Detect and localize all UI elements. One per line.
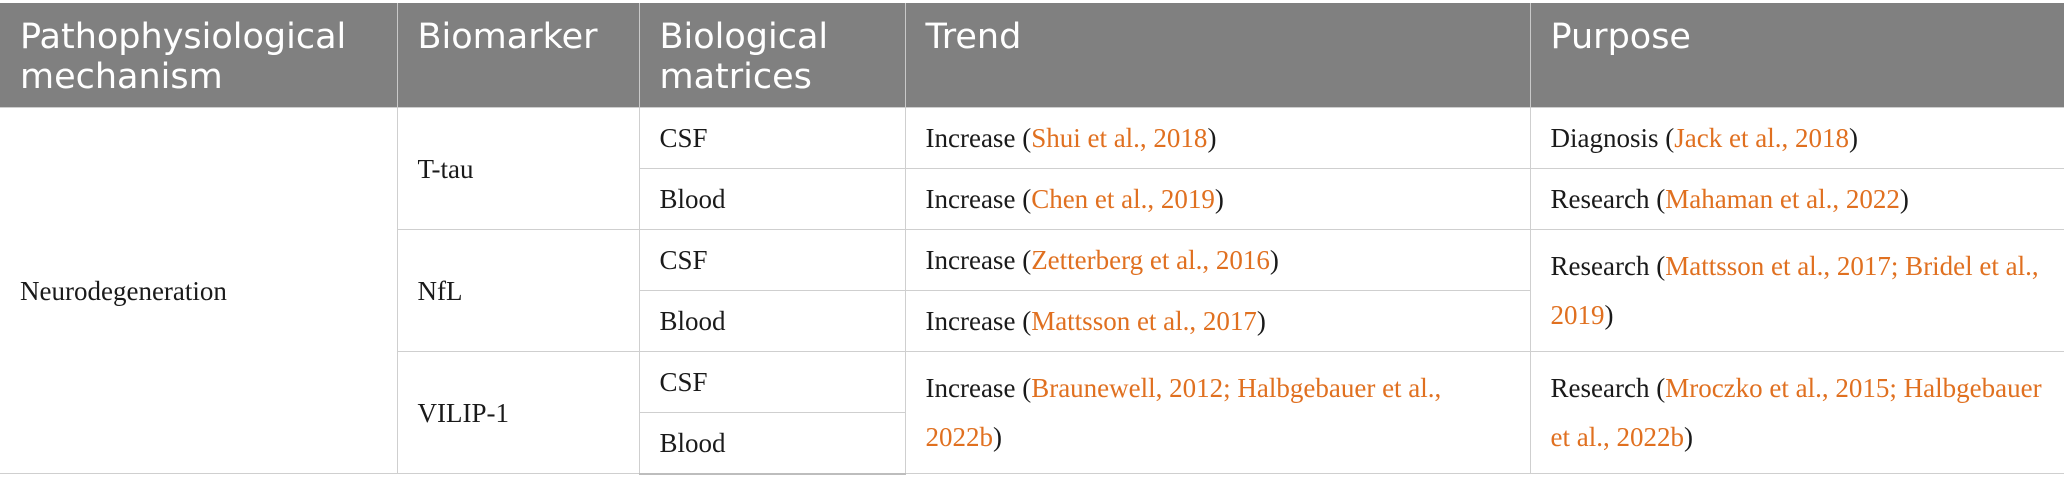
purpose-cell: Research (Mahaman et al., 2022) [1529, 168, 2064, 230]
trend-text: Increase [925, 245, 1016, 275]
reference-link[interactable]: Zetterberg et al., 2016 [1031, 245, 1270, 275]
reference-link[interactable]: Jack et al., 2018 [1674, 123, 1849, 153]
table-header: Pathophysiological mechanism Biomarker B… [0, 3, 2064, 108]
matrix-cell: Blood [639, 290, 906, 352]
trend-text: Increase [925, 184, 1016, 214]
purpose-cell: Diagnosis (Jack et al., 2018) [1529, 107, 2064, 169]
header-mechanism: Pathophysiological mechanism [0, 3, 397, 108]
table-row: NfL CSF Increase (Zetterberg et al., 201… [0, 229, 2064, 352]
table-row: Neurodegeneration T-tau CSF Increase (Sh… [0, 107, 2064, 474]
biomarker-cell: T-tau [396, 107, 640, 230]
biomarker-table: Pathophysiological mechanism Biomarker B… [0, 3, 2064, 475]
reference-link[interactable]: Mahaman et al., 2022 [1665, 184, 1900, 214]
purpose-cell: Research (Mattsson et al., 2017; Bridel … [1529, 229, 2064, 352]
table-body: Neurodegeneration T-tau CSF Increase (Sh… [0, 107, 2064, 475]
trend-cell: Increase (Braunewell, 2012; Halbgebauer … [904, 351, 1531, 474]
header-biomarker: Biomarker [396, 3, 639, 108]
header-purpose: Purpose [1529, 3, 2064, 108]
purpose-text: Diagnosis [1550, 123, 1659, 153]
purpose-text: Research [1550, 250, 1650, 281]
biomarker-cell: NfL [397, 229, 640, 352]
reference-link[interactable]: Mroczko et al., 2015; Halbgebauer et al.… [1550, 372, 2042, 452]
reference-link[interactable]: Mattsson et al., 2017 [1031, 306, 1257, 336]
table-row: Blood [0, 412, 2064, 475]
trend-cell: Increase (Zetterberg et al., 2016) [904, 229, 1531, 291]
purpose-cell: Research (Mroczko et al., 2015; Halbgeba… [1529, 351, 2064, 474]
table-row: Blood Increase (Chen et al., 2019) Resea… [0, 168, 2064, 230]
reference-link[interactable]: Braunewell, 2012; Halbgebauer et al., 20… [925, 372, 1442, 452]
trend-text: Increase [925, 306, 1016, 336]
header-trend: Trend [904, 3, 1530, 108]
trend-cell: Increase (Chen et al., 2019) [904, 168, 1531, 230]
trend-text: Increase [925, 372, 1016, 403]
biomarker-cell: VILIP-1 [397, 351, 640, 474]
mechanism-cell: Neurodegeneration [0, 107, 398, 474]
matrix-cell: CSF [638, 351, 906, 413]
purpose-text: Research [1550, 184, 1650, 214]
reference-link[interactable]: Chen et al., 2019 [1031, 184, 1215, 214]
table-row: Blood Increase (Mattsson et al., 2017) [0, 290, 2064, 352]
header-matrices: Biological matrices [638, 3, 905, 108]
table-row: VILIP-1 CSF Increase (Braunewell, 2012; … [0, 351, 2064, 474]
matrix-cell: CSF [638, 107, 906, 169]
purpose-text: Research [1550, 372, 1650, 403]
matrix-cell: CSF [638, 229, 906, 291]
trend-cell: Increase (Shui et al., 2018) [904, 107, 1531, 169]
trend-text: Increase [925, 123, 1016, 153]
trend-cell: Increase (Mattsson et al., 2017) [904, 290, 1530, 352]
reference-link[interactable]: Mattsson et al., 2017; Bridel et al., 20… [1550, 250, 2039, 330]
header-row: Pathophysiological mechanism Biomarker B… [0, 3, 2064, 108]
reference-link[interactable]: Shui et al., 2018 [1031, 123, 1208, 153]
matrix-cell: Blood [639, 412, 905, 475]
matrix-cell: Blood [639, 168, 906, 230]
